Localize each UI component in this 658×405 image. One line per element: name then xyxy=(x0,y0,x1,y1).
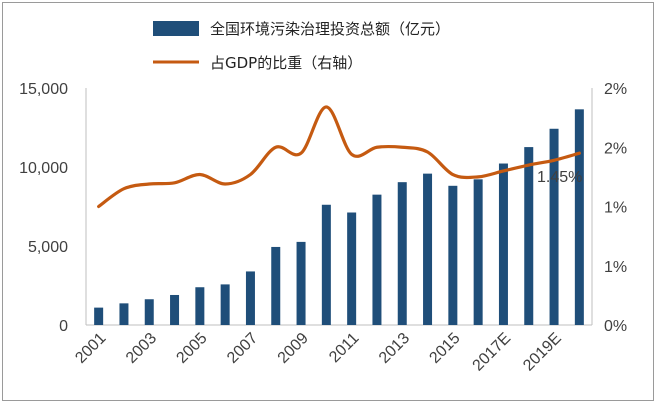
x-tick-label: 2015 xyxy=(426,330,463,367)
x-tick-label: 2001 xyxy=(72,330,109,367)
x-tick-label: 2019E xyxy=(520,330,565,375)
chart-frame xyxy=(2,2,654,401)
bar xyxy=(170,294,180,325)
bar xyxy=(321,204,331,325)
bar xyxy=(220,284,230,325)
bar xyxy=(524,147,534,325)
last-point-annotation: 1.45% xyxy=(537,169,582,186)
left-tick-label: 5,000 xyxy=(28,239,68,256)
bar xyxy=(119,303,129,325)
bar xyxy=(347,212,357,325)
x-tick-label: 2009 xyxy=(275,330,312,367)
bar xyxy=(498,163,508,325)
bar xyxy=(94,307,104,325)
bar xyxy=(245,271,255,325)
x-axis-ticks: 2001 2003 2005 2007 2009 2011 2013 2015 2017E 201… xyxy=(72,330,565,375)
right-axis-ticks: 0% 1% 1% 2% 2% xyxy=(604,81,627,335)
bar-series xyxy=(94,109,584,325)
legend-bar-label: 全国环境污染治理投资总额（亿元） xyxy=(210,20,450,38)
right-tick-label: 2% xyxy=(604,81,627,98)
left-tick-label: 0 xyxy=(59,318,68,335)
bar xyxy=(195,287,205,325)
legend-line-label: 占GDP的比重（右轴） xyxy=(210,54,362,72)
gdp-share-line xyxy=(97,105,581,209)
bar xyxy=(549,128,559,325)
bar xyxy=(144,299,154,325)
right-tick-label: 0% xyxy=(604,318,627,335)
x-tick-label: 2003 xyxy=(123,330,160,367)
bar xyxy=(372,194,382,325)
right-tick-label: 2% xyxy=(604,140,627,157)
right-tick-label: 1% xyxy=(604,259,627,276)
left-axis-ticks: 0 5,000 10,000 15,000 xyxy=(19,81,68,335)
bar xyxy=(448,185,458,325)
left-tick-label: 10,000 xyxy=(19,160,68,177)
x-tick-label: 2007 xyxy=(224,330,261,367)
x-tick-label: 2011 xyxy=(326,330,362,366)
right-tick-label: 1% xyxy=(604,200,627,217)
x-tick-label: 2005 xyxy=(173,330,210,367)
bar xyxy=(397,182,407,325)
x-tick-label: 2017E xyxy=(470,330,515,375)
bar xyxy=(296,241,306,325)
legend: 全国环境污染治理投资总额（亿元） 占GDP的比重（右轴） xyxy=(153,20,450,72)
x-tick-label: 2013 xyxy=(376,330,413,367)
legend-bar-swatch xyxy=(153,21,199,36)
bar xyxy=(271,246,281,325)
left-tick-label: 15,000 xyxy=(19,81,68,98)
bar xyxy=(574,109,584,325)
bar xyxy=(423,173,433,325)
bar xyxy=(473,179,483,325)
